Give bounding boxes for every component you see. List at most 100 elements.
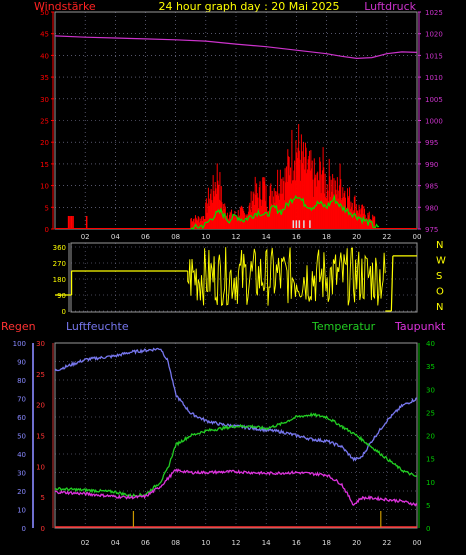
temperature-tick-label: 15 (426, 456, 435, 464)
humidity-tick-label: 10 (17, 507, 26, 515)
time-tick-label: 12 (232, 233, 241, 241)
direction-tick-label: 270 (53, 260, 66, 268)
rain-tick-label: 10 (36, 463, 45, 471)
humidity-label: Luftfeuchte (66, 320, 129, 333)
temperature-tick-label: 30 (426, 386, 435, 394)
wind-tick-label: 5 (45, 204, 49, 212)
time-tick-label: 20 (352, 233, 361, 241)
time-tick-label: 20 (352, 539, 361, 547)
dewpoint-label: Taupunkt (394, 320, 446, 333)
humidity-tick-label: 90 (17, 359, 26, 367)
time-tick-label: 22 (382, 233, 391, 241)
time-tick-label: 10 (201, 539, 210, 547)
time-tick-label: 14 (262, 539, 271, 547)
time-tick-label: 02 (81, 233, 90, 241)
pressure-tick-label: 1020 (425, 31, 443, 39)
pressure-tick-label: 1010 (425, 74, 443, 82)
humidity-tick-label: 100 (13, 340, 26, 348)
wind-tick-label: 50 (40, 9, 49, 17)
time-tick-label: 16 (292, 233, 301, 241)
time-tick-label: 22 (382, 539, 391, 547)
compass-label: N (436, 302, 443, 313)
pressure-axis-label: Luftdruck (364, 0, 416, 13)
rain-tick-label: 20 (36, 402, 45, 410)
wind-direction-trace (55, 247, 417, 312)
time-tick-label: 18 (322, 539, 331, 547)
compass-label: W (436, 256, 446, 267)
rain-tick-label: 0 (41, 525, 45, 533)
time-tick-label: 08 (171, 539, 180, 547)
humidity-line (54, 347, 418, 462)
time-tick-label: 06 (141, 539, 150, 547)
time-tick-label: 06 (141, 233, 150, 241)
wind-tick-label: 30 (40, 96, 49, 104)
direction-variable-trace (187, 247, 386, 306)
compass-label: O (436, 287, 444, 298)
humidity-tick-label: 20 (17, 488, 26, 496)
time-tick-label: 14 (262, 233, 271, 241)
temperature-tick-label: 25 (426, 409, 435, 417)
rain-tick-label: 25 (36, 371, 45, 379)
pressure-tick-label: 980 (425, 204, 438, 212)
compass-label: S (436, 271, 442, 282)
rain-tick-label: 15 (36, 433, 45, 441)
rain-label: Regen (1, 320, 36, 333)
rain-axis: 0 5 10 15 20 25 30 (36, 340, 45, 533)
temperature-tick-label: 10 (426, 479, 435, 487)
temperature-axis: 0 5 10 15 20 25 30 35 40 (426, 340, 435, 533)
humidity-tick-label: 0 (22, 525, 26, 533)
direction-axis: 0 90 180 270 360 (53, 243, 70, 316)
dewpoint-line (54, 468, 418, 507)
wind-tick-label: 15 (40, 161, 49, 169)
humidity-tick-label: 60 (17, 414, 26, 422)
direction-tick-label: 90 (57, 292, 66, 300)
pressure-tick-label: 990 (425, 161, 438, 169)
rain-marks (132, 511, 382, 527)
pressure-tick-label: 1000 (425, 118, 443, 126)
rain-tick-label: 30 (36, 340, 45, 348)
graph-title: 24 hour graph day : 20 Mai 2025 (158, 0, 339, 13)
temperature-label: Temperatur (311, 320, 376, 333)
humidity-tick-label: 80 (17, 377, 26, 385)
humidity-tick-label: 30 (17, 470, 26, 478)
wind-axis: 0 5 10 15 20 25 30 35 40 45 50 (40, 9, 54, 234)
pressure-line (54, 35, 418, 60)
pressure-tick-label: 1005 (425, 96, 443, 104)
temperature-tick-label: 0 (426, 525, 430, 533)
time-tick-label: 16 (292, 539, 301, 547)
time-tick-label: 02 (81, 539, 90, 547)
wind-panel-grid (55, 12, 417, 229)
wind-tick-label: 45 (40, 31, 49, 39)
wind-tick-label: 20 (40, 139, 49, 147)
temperature-tick-label: 35 (426, 363, 435, 371)
direction-step (390, 255, 394, 312)
time-tick-label: 00 (413, 539, 422, 547)
pressure-tick-label: 975 (425, 226, 438, 234)
compass-label: N (436, 240, 443, 251)
gust-bars (55, 124, 417, 229)
time-tick-label: 08 (171, 233, 180, 241)
rain-tick-label: 5 (41, 494, 45, 502)
direction-tick-label: 180 (53, 276, 66, 284)
wind-tick-label: 0 (45, 226, 49, 234)
time-tick-label: 10 (201, 233, 210, 241)
time-tick-label: 18 (322, 233, 331, 241)
humidity-temperature-panel: 0 10 20 30 40 50 60 70 80 90 100 0 5 10 15 20 25 30 0 5 10… (13, 340, 435, 547)
direction-tick-label: 360 (53, 244, 66, 252)
time-tick-label: 04 (111, 233, 120, 241)
direction-tick-label: 0 (62, 308, 66, 316)
pressure-tick-label: 1015 (425, 52, 443, 60)
climate-panel-time-axis: 02 04 06 08 10 12 14 16 18 20 22 00 (81, 539, 422, 547)
time-tick-label: 12 (232, 539, 241, 547)
temperature-tick-label: 20 (426, 433, 435, 441)
humidity-tick-label: 40 (17, 451, 26, 459)
temperature-tick-label: 5 (426, 502, 430, 510)
pressure-axis: 975 980 985 990 995 1000 1005 1010 1015 1020 1025 (418, 9, 443, 234)
wind-average-line (190, 194, 380, 230)
time-tick-label: 04 (111, 539, 120, 547)
temperature-tick-label: 40 (426, 340, 435, 348)
